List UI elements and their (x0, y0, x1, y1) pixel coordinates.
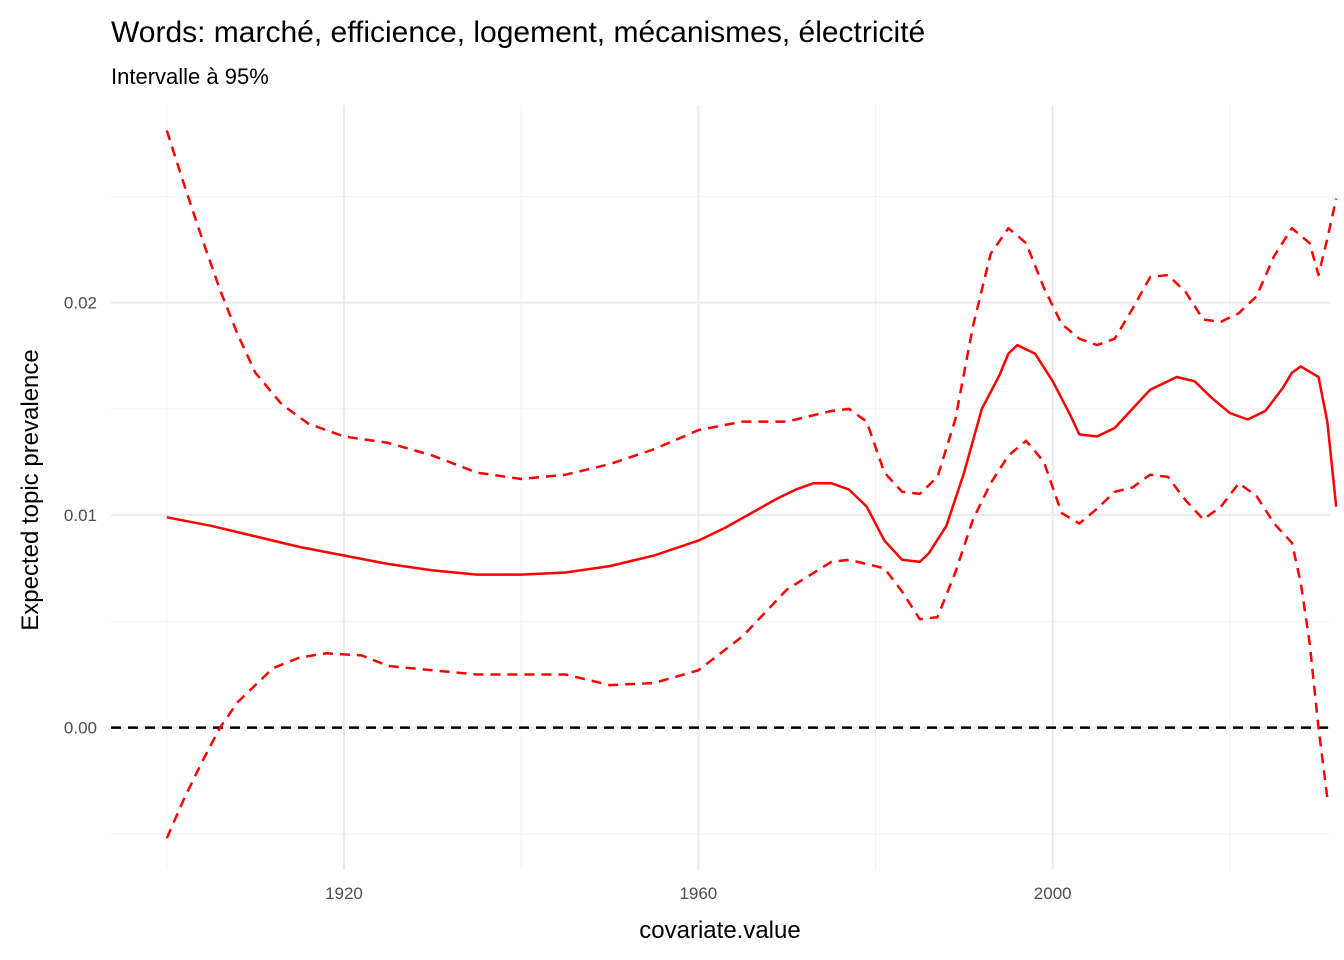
x-tick-label: 2000 (1034, 884, 1072, 903)
x-axis-title: covariate.value (639, 917, 800, 944)
grid-minor (111, 105, 1330, 870)
upper-95-line (165, 130, 1338, 496)
y-tick-label: 0.02 (64, 294, 97, 313)
chart-title: Words: marché, efficience, logement, méc… (111, 16, 925, 49)
x-tick-label: 1920 (325, 884, 363, 903)
plot-panel (111, 105, 1338, 870)
chart-subtitle: Intervalle à 95% (111, 64, 269, 89)
lower-95-line (165, 439, 1329, 839)
y-axis-ticks: 0.00 0.01 0.02 (64, 294, 97, 738)
x-axis-ticks: 1920 1960 2000 (325, 884, 1072, 903)
x-tick-label: 1960 (679, 884, 717, 903)
grid-major (111, 105, 1330, 870)
y-tick-label: 0.01 (64, 506, 97, 525)
estimate-line (166, 343, 1338, 576)
y-axis-title: Expected topic prevalence (17, 349, 44, 631)
y-tick-label: 0.00 (64, 719, 97, 738)
series-lines (165, 130, 1338, 839)
